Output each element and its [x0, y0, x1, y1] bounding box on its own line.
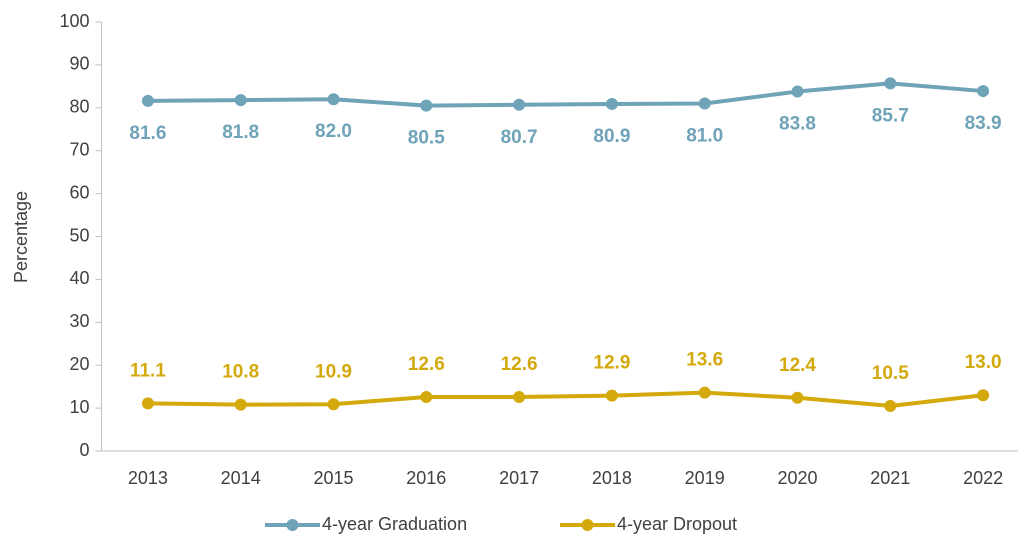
x-tick-label: 2013	[128, 468, 168, 488]
y-tick-label: 20	[69, 354, 89, 374]
data-point	[977, 85, 990, 98]
y-tick-label: 10	[69, 397, 89, 417]
data-point	[605, 389, 618, 402]
data-point	[141, 94, 154, 107]
x-tick-label: 2019	[685, 468, 725, 488]
data-label: 10.9	[315, 361, 352, 382]
y-tick-label: 80	[69, 97, 89, 117]
x-tick-label: 2015	[313, 468, 353, 488]
x-tick-label: 2021	[870, 468, 910, 488]
data-label: 11.1	[130, 360, 166, 381]
data-label: 13.0	[965, 352, 1002, 373]
legend-marker	[286, 519, 299, 531]
data-point	[605, 97, 618, 110]
x-tick-label: 2020	[777, 468, 817, 488]
x-tick-label: 2014	[221, 468, 261, 488]
y-axis-label: Percentage	[11, 191, 31, 283]
data-point	[420, 390, 433, 403]
x-tick-label: 2016	[406, 468, 446, 488]
data-label: 83.9	[965, 113, 1002, 134]
data-point	[884, 77, 897, 90]
data-label: 81.8	[222, 122, 259, 143]
data-label: 80.7	[501, 127, 538, 148]
data-point	[698, 386, 711, 399]
data-point	[513, 390, 526, 403]
data-label: 81.0	[686, 126, 723, 147]
series-line	[147, 81, 984, 108]
data-point	[420, 99, 433, 112]
y-tick-label: 50	[69, 225, 89, 245]
data-label: 10.5	[872, 363, 909, 384]
data-label: 12.6	[501, 354, 538, 375]
y-tick-label: 60	[69, 182, 89, 202]
y-tick-label: 40	[69, 268, 89, 288]
data-label: 83.8	[779, 114, 816, 135]
data-label: 85.7	[872, 105, 909, 126]
y-tick-label: 90	[69, 54, 89, 74]
data-point	[327, 398, 340, 411]
data-label: 12.9	[593, 353, 630, 374]
y-tick-label: 100	[59, 11, 89, 31]
data-label: 82.0	[315, 121, 352, 142]
data-label: 80.9	[593, 126, 630, 147]
data-point	[791, 391, 804, 404]
data-point	[234, 94, 247, 107]
data-label: 12.6	[408, 354, 445, 375]
data-point	[513, 98, 526, 111]
data-label: 13.6	[686, 350, 723, 371]
y-tick-label: 30	[69, 311, 89, 331]
x-tick-label: 2017	[499, 468, 539, 488]
data-point	[884, 399, 897, 412]
data-point	[141, 397, 154, 410]
data-label: 12.4	[779, 355, 816, 376]
data-label: 80.5	[408, 128, 445, 149]
series-line	[147, 390, 984, 408]
legend-marker	[581, 519, 594, 531]
data-label: 81.6	[129, 123, 166, 144]
legend-label: 4-year Dropout	[617, 514, 737, 534]
x-tick-label: 2022	[963, 468, 1003, 488]
data-point	[791, 85, 804, 98]
data-point	[327, 93, 340, 106]
data-point	[977, 389, 990, 402]
data-point	[698, 97, 711, 110]
legend-label: 4-year Graduation	[322, 514, 467, 534]
y-tick-label: 70	[69, 139, 89, 159]
data-label: 10.8	[222, 362, 259, 383]
y-tick-label: 0	[79, 440, 89, 460]
x-tick-label: 2018	[592, 468, 632, 488]
data-point	[234, 398, 247, 411]
